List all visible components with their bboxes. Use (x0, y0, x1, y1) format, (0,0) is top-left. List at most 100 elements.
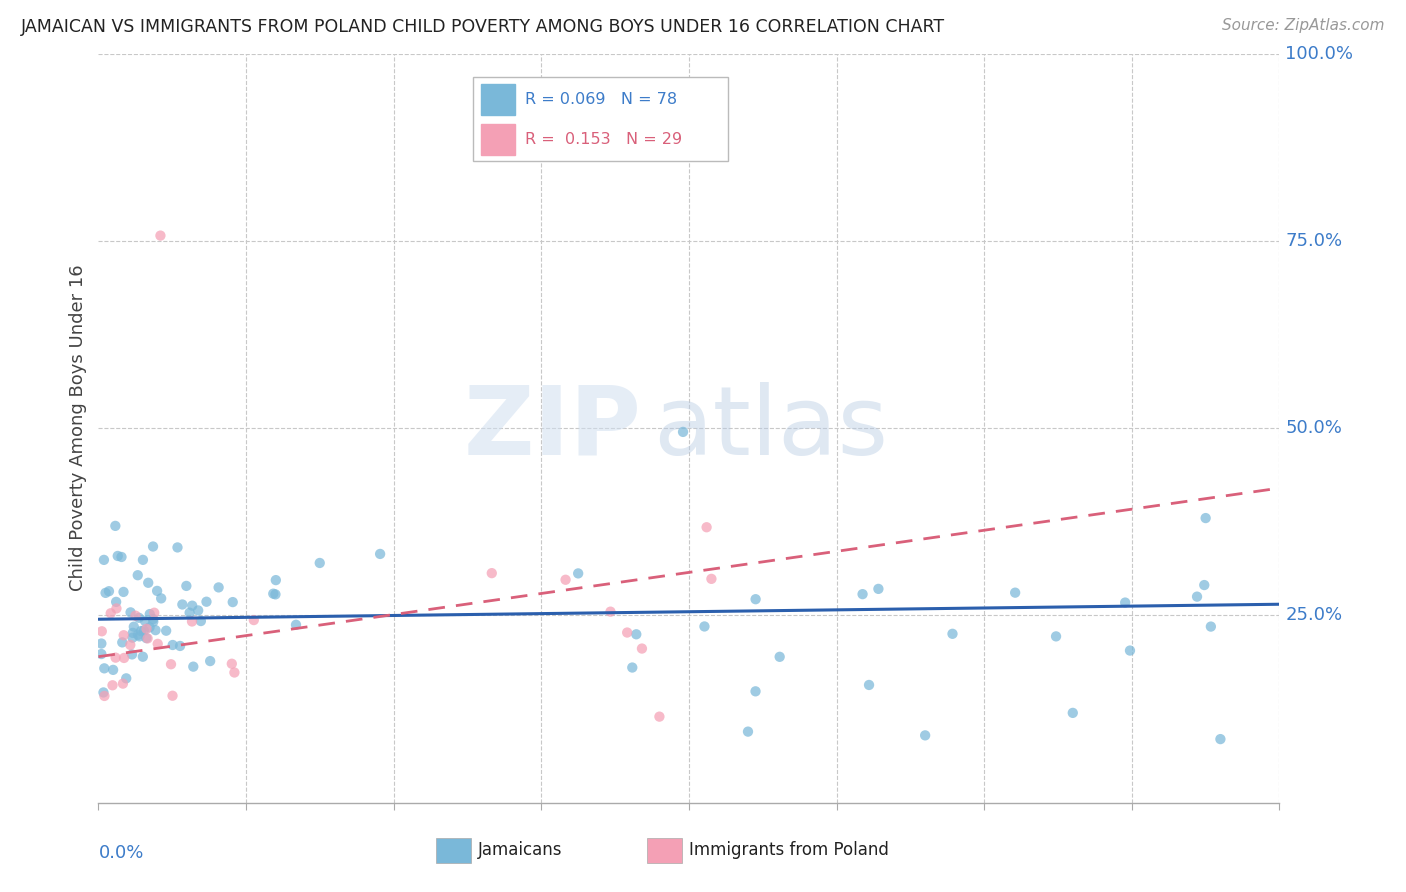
Text: 50.0%: 50.0% (1285, 419, 1343, 437)
Point (150, 591, 173, 606)
Point (127, 568, 149, 582)
Point (162, 638, 184, 652)
Point (98, 584, 121, 599)
Point (145, 623, 167, 637)
Point (122, 620, 145, 634)
Point (169, 639, 191, 653)
Text: 100.0%: 100.0% (1285, 45, 1354, 62)
Point (110, 549, 132, 564)
Point (112, 651, 135, 665)
Point (94, 586, 117, 600)
Point (672, 425, 695, 439)
Text: 75.0%: 75.0% (1285, 232, 1343, 250)
Point (166, 541, 188, 555)
Point (700, 572, 723, 586)
Point (143, 606, 166, 620)
Point (1119, 643, 1142, 657)
Point (121, 626, 143, 640)
Point (138, 620, 160, 634)
Point (121, 648, 143, 662)
Point (187, 603, 209, 617)
Point (368, 547, 391, 561)
Point (207, 581, 229, 595)
Point (567, 566, 589, 581)
Point (616, 625, 638, 640)
Point (124, 608, 146, 623)
Point (160, 657, 183, 672)
Point (744, 684, 766, 698)
Text: 25.0%: 25.0% (1285, 607, 1343, 624)
Point (104, 519, 127, 533)
Text: ZIP: ZIP (464, 382, 641, 475)
Point (90, 647, 112, 661)
Text: JAMAICAN VS IMMIGRANTS FROM POLAND CHILD POVERTY AMONG BOYS UNDER 16 CORRELATION: JAMAICAN VS IMMIGRANTS FROM POLAND CHILD… (21, 18, 945, 36)
Point (1004, 585, 1026, 599)
Point (1209, 732, 1232, 747)
Point (1199, 619, 1222, 633)
Point (121, 631, 143, 645)
Point (142, 540, 165, 554)
Point (308, 556, 330, 570)
Point (737, 724, 759, 739)
Point (90, 636, 112, 650)
Point (136, 632, 159, 646)
Text: Source: ZipAtlas.com: Source: ZipAtlas.com (1222, 18, 1385, 33)
Point (149, 228, 172, 243)
Point (107, 549, 129, 563)
Point (224, 665, 246, 680)
Point (129, 624, 152, 638)
Point (111, 635, 134, 649)
Point (221, 657, 243, 671)
Point (101, 678, 124, 692)
Point (648, 709, 671, 723)
Point (105, 595, 128, 609)
Point (179, 606, 201, 620)
Point (135, 622, 157, 636)
Point (105, 601, 128, 615)
Y-axis label: Child Poverty Among Boys Under 16: Child Poverty Among Boys Under 16 (69, 265, 87, 591)
Point (112, 585, 135, 599)
Point (112, 628, 135, 642)
Point (181, 599, 204, 613)
Point (1185, 590, 1208, 604)
Point (1062, 706, 1084, 720)
Point (120, 638, 142, 652)
Point (693, 619, 716, 633)
Point (621, 660, 644, 674)
Point (243, 613, 266, 627)
Point (135, 631, 157, 645)
Point (264, 587, 287, 601)
Point (1114, 596, 1136, 610)
Point (914, 728, 936, 742)
Point (599, 605, 621, 619)
Point (181, 615, 204, 629)
Text: 0.0%: 0.0% (98, 844, 143, 862)
Point (851, 587, 873, 601)
Point (744, 592, 766, 607)
Point (132, 649, 155, 664)
Point (262, 587, 284, 601)
Point (146, 637, 169, 651)
Point (93, 689, 115, 703)
Point (101, 663, 124, 677)
Point (146, 583, 169, 598)
Point (120, 605, 142, 619)
Point (868, 582, 890, 596)
Point (128, 629, 150, 643)
Point (195, 595, 218, 609)
Point (134, 614, 156, 628)
Point (285, 617, 308, 632)
Point (631, 641, 654, 656)
Point (104, 650, 127, 665)
Point (127, 628, 149, 642)
Point (941, 627, 963, 641)
Point (132, 553, 155, 567)
Point (1194, 578, 1216, 592)
Point (100, 607, 122, 621)
Point (93, 661, 115, 675)
Text: atlas: atlas (654, 382, 889, 475)
Point (142, 612, 165, 626)
Point (90, 624, 112, 639)
Point (190, 614, 212, 628)
Point (554, 573, 576, 587)
